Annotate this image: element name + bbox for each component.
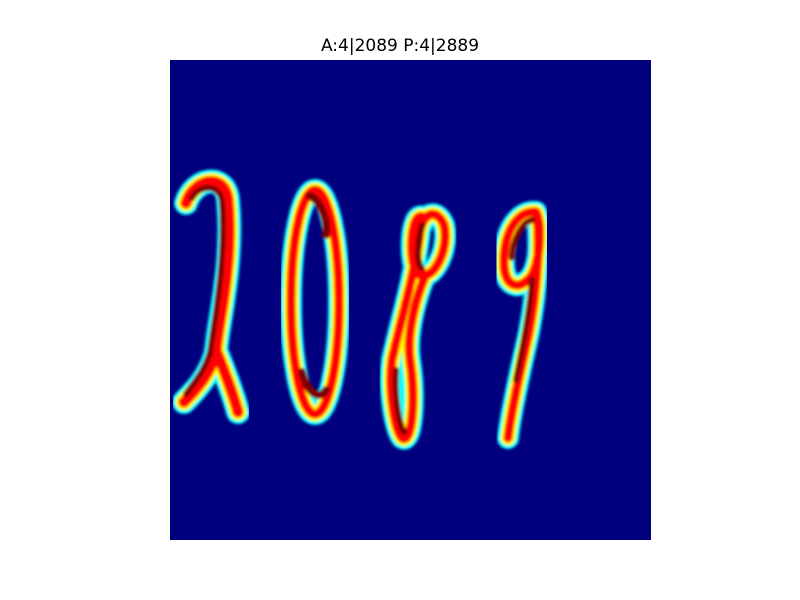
heatmap-image-panel <box>170 60 651 540</box>
digit-stroke-9 <box>493 200 551 449</box>
digit-stroke-0 <box>280 179 350 425</box>
handwritten-digits-heatmap-image <box>170 60 651 540</box>
figure-title: A:4|2089 P:4|2889 <box>320 36 480 56</box>
digit-stroke-2 <box>172 169 250 424</box>
digit-stroke-8 <box>379 203 457 450</box>
